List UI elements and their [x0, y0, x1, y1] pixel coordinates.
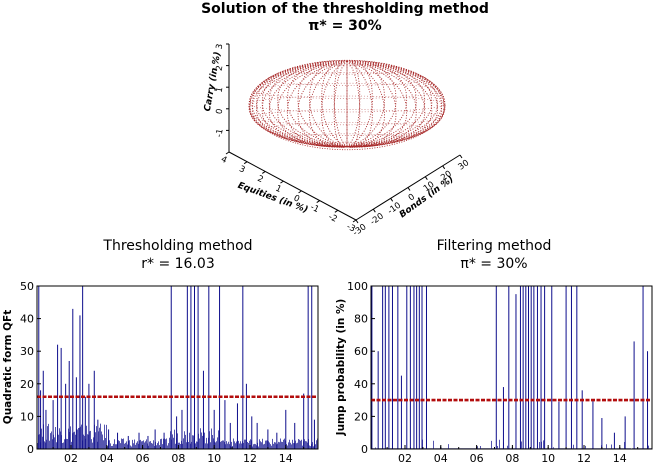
plot-frame — [370, 285, 653, 450]
ztick3-label: -1 — [214, 128, 225, 138]
xtick3-mark — [262, 171, 266, 174]
ellipsoid-outline — [248, 59, 446, 151]
xtick3-mark — [243, 161, 248, 165]
ztick3-label: 3 — [215, 43, 226, 50]
ytick-label: 20 — [354, 410, 368, 423]
ztick3-label: 2 — [215, 65, 226, 72]
chart1-subtitle: r* = 16.03 — [141, 256, 214, 272]
xtick3-label: 3 — [237, 164, 246, 175]
ytick-label: 50 — [20, 280, 34, 293]
ytick3-mark — [407, 187, 411, 191]
xtick-label: 10 — [541, 452, 555, 463]
xtick3-label: 4 — [219, 155, 228, 166]
ytick-label: 0 — [27, 443, 34, 456]
xtick-label: 14 — [613, 452, 627, 463]
xtick3-mark — [225, 151, 230, 155]
xtick-label: 04 — [434, 452, 448, 463]
chart3d-title: Solution of the thresholding method — [201, 1, 489, 17]
xtick3-label: 0 — [292, 193, 301, 204]
xaxis-line — [228, 151, 357, 221]
chart-filtering: Filtering method π* = 30% Jump probabili… — [335, 238, 653, 463]
ytick-label: 40 — [20, 313, 34, 326]
xtick3-mark — [334, 209, 339, 213]
xtick-label: 04 — [100, 452, 114, 463]
xtick3-label: 1 — [274, 184, 283, 195]
ytick3-mark — [442, 165, 446, 170]
ytick3-mark — [372, 208, 376, 213]
xtick-label: 12 — [243, 452, 257, 463]
xtick-label: 08 — [171, 452, 185, 463]
chart1-plot: 0 10 20 30 40 50 02 04 06 08 10 12 14 — [20, 280, 319, 463]
chart1-title: Thresholding method — [102, 238, 252, 254]
xtick3-label: -2 — [327, 212, 339, 225]
xtick-label: 06 — [470, 452, 484, 463]
plot-frame — [36, 285, 319, 450]
chart1-ylabel: Quadratic form QFt — [2, 310, 14, 424]
zaxis-label: Carry (in %) — [203, 51, 223, 112]
ytick3-mark — [355, 219, 359, 224]
xtick3-mark — [316, 200, 320, 203]
ytick-label: 100 — [347, 280, 368, 293]
xtick3-label: -3 — [345, 222, 357, 235]
ytick-label: 30 — [20, 345, 34, 358]
ytick-label: 10 — [20, 410, 34, 423]
ytick3-mark — [459, 154, 463, 159]
ytick-label: 60 — [354, 345, 368, 358]
chart3d-subtitle: π* = 30% — [308, 18, 381, 34]
xtick3-label: 2 — [256, 174, 265, 185]
xtick-label: 14 — [279, 452, 293, 463]
ytick3-label: 30 — [457, 158, 472, 172]
ytick-label: 80 — [354, 313, 368, 326]
chart2-ylabel: Jump probability (in %) — [335, 299, 347, 437]
chart2-title: Filtering method — [437, 238, 552, 254]
yaxis-label: Bonds (in %) — [398, 174, 456, 220]
ztick3-label: 0 — [215, 108, 226, 115]
xtick3-label: -1 — [309, 202, 321, 215]
chart2-plot: 0 20 40 60 80 100 02 04 06 08 10 12 14 — [347, 280, 653, 463]
ytick-label: 0 — [361, 443, 368, 456]
ellipsoid-meridians — [248, 60, 446, 148]
xtick3-mark — [280, 180, 284, 184]
ytick3-mark — [424, 176, 428, 180]
ytick3-mark — [390, 198, 394, 202]
chart2-subtitle: π* = 30% — [460, 256, 527, 272]
ztick3-label: 1 — [215, 86, 226, 93]
xtick3-mark — [298, 190, 302, 194]
ytick3-label: 0 — [407, 192, 417, 203]
ellipsoid-surface — [248, 59, 446, 151]
ytick3-label: -20 — [369, 211, 386, 227]
xtick3-mark — [352, 219, 357, 223]
xtick-label: 10 — [207, 452, 221, 463]
ytick-label: 40 — [354, 378, 368, 391]
ytick-label: 20 — [20, 378, 34, 391]
xtick-label: 08 — [505, 452, 519, 463]
xtick-label: 02 — [64, 452, 78, 463]
chart-3d: Solution of the thresholding method π* =… — [201, 1, 489, 238]
chart-thresholding: Thresholding method r* = 16.03 Quadratic… — [2, 238, 319, 463]
xtick-label: 12 — [577, 452, 591, 463]
xtick-label: 06 — [136, 452, 150, 463]
xtick-label: 02 — [398, 452, 412, 463]
